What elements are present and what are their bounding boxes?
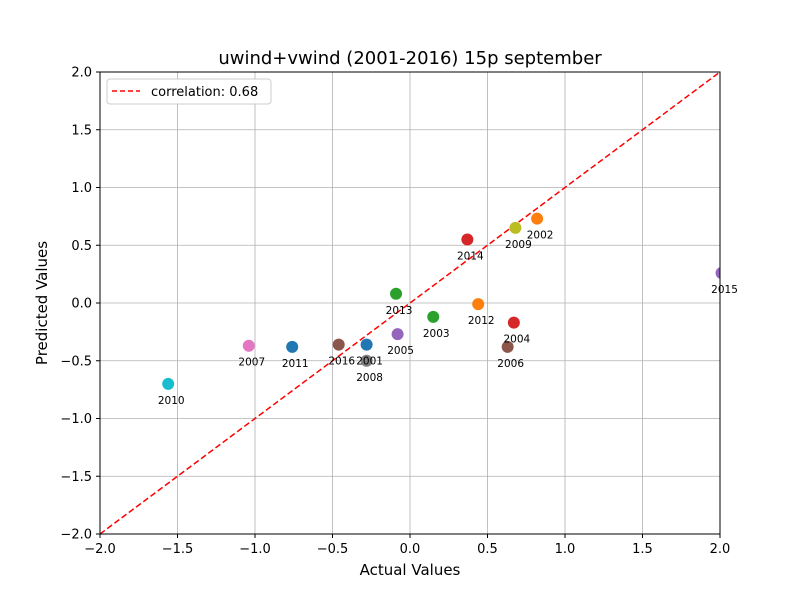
data-point-2009 xyxy=(509,221,522,234)
data-point-2012 xyxy=(472,298,485,311)
data-point-2015 xyxy=(715,267,720,279)
x-tick-label: 0.0 xyxy=(400,542,421,557)
data-point-2007 xyxy=(242,339,255,352)
data-point-label-2016: 2016 xyxy=(328,356,355,368)
data-point-2005 xyxy=(391,328,404,341)
data-point-label-2014: 2014 xyxy=(457,250,484,262)
data-point-2006 xyxy=(501,340,514,353)
data-point-2002 xyxy=(531,212,544,225)
x-tick-label: −1.5 xyxy=(162,542,194,557)
data-point-label-2007: 2007 xyxy=(238,357,265,369)
data-point-label-2010: 2010 xyxy=(158,395,185,407)
y-tick-label: −1.5 xyxy=(60,470,92,485)
reference-line-group xyxy=(100,72,720,534)
y-tick-label: 1.5 xyxy=(71,123,92,138)
x-tick-label: 2.0 xyxy=(710,542,731,557)
data-point-2003 xyxy=(427,310,440,323)
data-point-2016 xyxy=(332,338,345,351)
y-axis-label: Predicted Values xyxy=(33,241,51,365)
y-tick-label: 0.5 xyxy=(71,239,92,254)
data-point-2008 xyxy=(360,354,373,367)
y-tick-label: 1.0 xyxy=(71,181,92,196)
legend: correlation: 0.68 xyxy=(106,78,272,105)
data-point-label-2005: 2005 xyxy=(387,345,414,357)
y-tick-label: −2.0 xyxy=(60,528,92,543)
legend-box xyxy=(106,78,272,105)
data-point-label-2013: 2013 xyxy=(386,305,413,317)
data-point-2011 xyxy=(286,340,299,353)
x-tick-label: −0.5 xyxy=(317,542,349,557)
data-point-label-2012: 2012 xyxy=(468,315,495,327)
data-point-label-2006: 2006 xyxy=(497,358,524,370)
correlation-reference-line xyxy=(100,72,720,534)
data-point-label-2004: 2004 xyxy=(503,334,530,346)
x-tick-label: 1.0 xyxy=(555,542,576,557)
data-point-label-2008: 2008 xyxy=(356,372,383,384)
y-tick-label: 0.0 xyxy=(71,297,92,312)
data-point-2001 xyxy=(360,338,373,351)
y-tick-label: −1.0 xyxy=(60,412,92,427)
data-point-2013 xyxy=(390,287,403,300)
data-point-2010 xyxy=(162,377,175,390)
data-point-label-2002: 2002 xyxy=(527,230,554,242)
y-tick-label: 2.0 xyxy=(71,66,92,81)
data-point-label-2015: 2015 xyxy=(711,284,738,296)
data-point-label-2009: 2009 xyxy=(505,239,532,251)
points-group xyxy=(162,212,720,390)
data-point-label-2003: 2003 xyxy=(423,328,450,340)
chart-title: uwind+vwind (2001-2016) 15p september xyxy=(218,48,602,69)
x-tick-label: 0.5 xyxy=(477,542,498,557)
x-tick-label: −1.0 xyxy=(239,542,271,557)
x-tick-label: 1.5 xyxy=(632,542,653,557)
data-point-2014 xyxy=(461,233,474,246)
x-axis-label: Actual Values xyxy=(360,561,461,579)
point-labels-group: 2001 2002 2003 2004 2005 2006 2007 2008 2009 2010… xyxy=(158,230,738,407)
y-tick-label: −0.5 xyxy=(60,354,92,369)
legend-entry-label: correlation: 0.68 xyxy=(151,85,258,100)
x-tick-label: −2.0 xyxy=(84,542,116,557)
data-point-label-2001: 2001 xyxy=(356,356,383,368)
data-point-label-2011: 2011 xyxy=(282,358,309,370)
axis-ticks: −2.0 −1.5 −1.0 −0.5 0.0 0.5 1.0 1.5 2.0 −2.0 −1.5 −… xyxy=(60,66,730,558)
data-point-2004 xyxy=(507,316,520,329)
